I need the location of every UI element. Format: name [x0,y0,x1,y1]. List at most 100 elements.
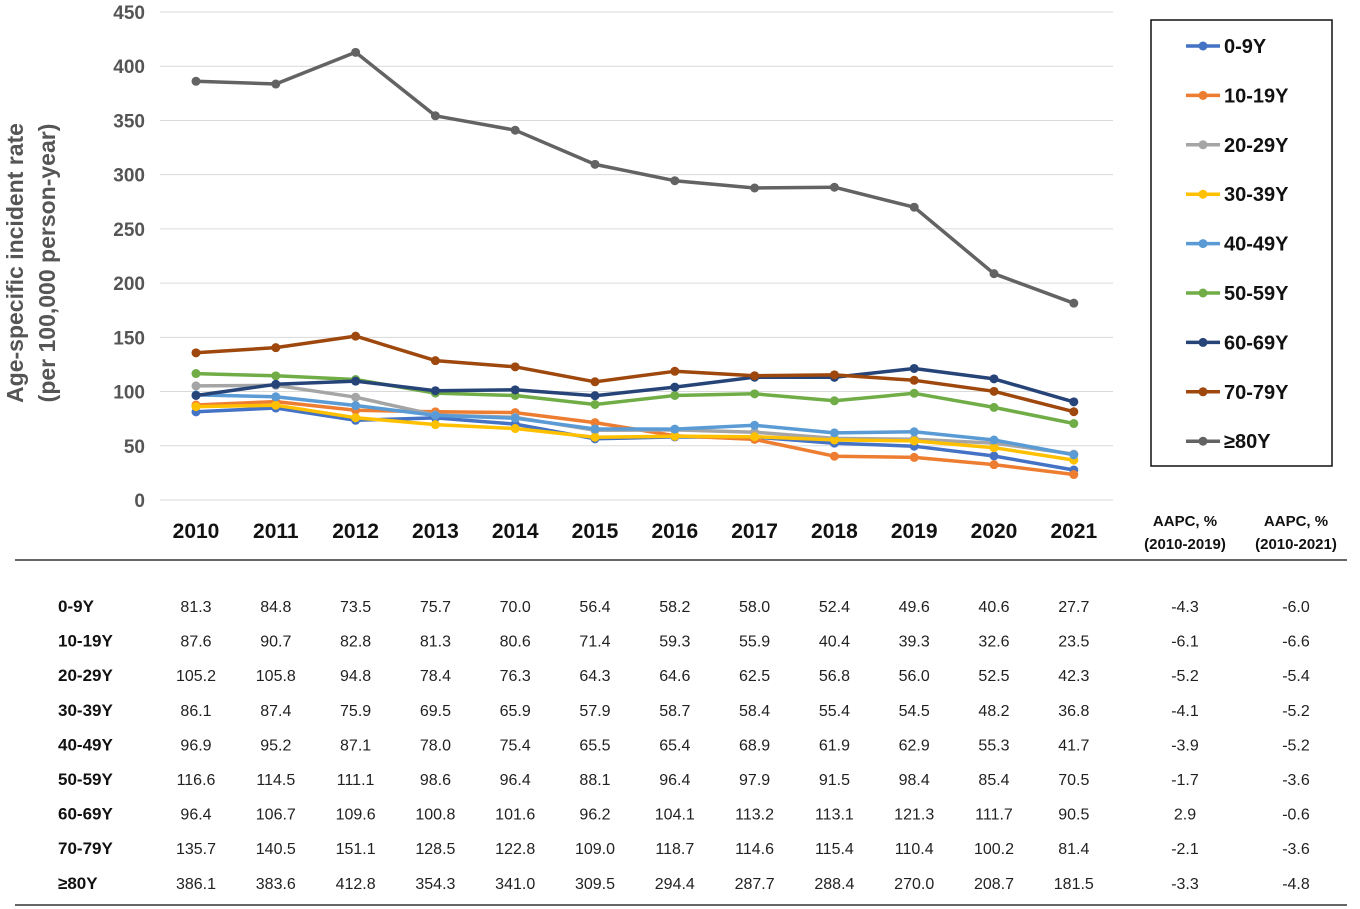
table-row-label: 40-49Y [58,735,113,754]
legend-item: 30-39Y [1186,184,1289,206]
y-tick-label: 350 [113,111,145,132]
table-cell: 105.8 [256,668,296,685]
data-point [989,374,999,384]
table-cell: 75.9 [340,703,371,720]
legend-swatch-marker [1198,337,1208,347]
legend-swatch-marker [1198,41,1208,51]
y-axis-label-line2: (per 100,000 person-year) [34,124,60,403]
data-point [271,400,281,410]
data-point [271,343,281,353]
data-point [829,396,839,406]
table-row: ≥80Y 386.1 383.6 412.8 354.3 341.0 309.5 294.4 2… [58,874,1310,893]
table-row: 30-39Y 86.1 87.4 75.9 69.5 65.9 57.9 58.7 58.4 55… [58,701,1310,720]
table-cell: 73.5 [340,599,371,616]
data-point [191,369,201,379]
table-cell: 68.9 [739,737,770,754]
table-cell: 128.5 [415,841,455,858]
table-cell: 90.7 [260,634,291,651]
table-cell: 116.6 [177,772,216,789]
table-cell: 100.2 [974,841,1014,858]
table-cell-aapc-2019: -2.1 [1171,841,1199,858]
data-point [271,371,281,381]
data-point [750,183,760,193]
table-cell: 151.1 [336,841,376,858]
table-cell: 86.1 [180,703,211,720]
series-line [195,403,1075,462]
data-point [750,420,760,430]
series-line [195,50,1075,305]
table-cell: 41.7 [1058,737,1089,754]
data-point [430,356,440,366]
series-≥80Y [191,47,1079,308]
data-point [351,392,361,402]
data-point [510,413,520,423]
table-cell: 122.8 [495,841,535,858]
data-point [670,366,680,376]
data-point [430,111,440,121]
data-point [351,376,361,386]
table-cell: 58.7 [659,703,690,720]
table-row-label: 20-29Y [58,666,113,685]
table-cell: 70.0 [500,599,531,616]
table-cell: 111.7 [975,807,1013,824]
table-cell-aapc-2021: -6.0 [1282,599,1310,616]
data-point [989,451,999,461]
table-cell: 64.3 [579,668,610,685]
table-row: 40-49Y 96.9 95.2 87.1 78.0 75.4 65.5 65.4 68.9 61… [58,735,1310,754]
table-cell: 71.4 [579,634,610,651]
y-tick-label: 150 [113,328,145,349]
table-cell: 287.7 [735,876,775,893]
table-cell: 23.5 [1058,634,1089,651]
table-cell: 113.2 [735,807,774,824]
table-cell: 118.7 [655,841,694,858]
table-cell: 95.2 [260,737,291,754]
series-line [195,334,1075,414]
table-cell: 288.4 [814,876,854,893]
data-point [590,377,600,387]
x-tick-label: 2010 [173,520,220,543]
data-point [351,331,361,341]
table-cell: 39.3 [899,634,930,651]
table-cell: 70.5 [1058,772,1089,789]
x-tick-label: 2018 [811,520,858,543]
data-point [750,389,760,399]
x-tick-label: 2013 [412,520,459,543]
data-point [670,382,680,392]
data-point [590,418,600,428]
table-cell: 97.9 [739,772,770,789]
data-point [989,386,999,396]
series-30-39Y [191,400,1079,465]
data-point [590,432,600,442]
data-point [191,390,201,400]
table-row-label: 70-79Y [58,839,113,858]
legend-item: 20-29Y [1186,135,1289,157]
data-point [430,386,440,396]
table-cell: 309.5 [575,876,615,893]
table-cell: 98.6 [420,772,451,789]
table-cell: 354.3 [415,876,455,893]
y-axis-label: Age-specific incident rate (per 100,000 … [2,123,60,403]
legend-item: 70-79Y [1186,382,1289,404]
table-cell: 100.8 [415,807,455,824]
data-point [351,401,361,411]
table-cell: 383.6 [256,876,296,893]
table-cell: 114.5 [256,772,295,789]
table-cell: 96.2 [579,807,610,824]
data-point [909,452,919,462]
data-point [191,348,201,358]
table-cell-aapc-2021: -4.8 [1282,876,1310,893]
plot-series [191,47,1079,480]
table-cell: 90.5 [1058,807,1089,824]
y-tick-label: 200 [113,274,145,295]
table-cell: 65.4 [659,737,690,754]
table-cell-aapc-2021: -3.6 [1282,841,1310,858]
table-cell: 341.0 [495,876,535,893]
table-cell: 294.4 [655,876,695,893]
data-point [590,424,600,434]
y-axis-ticks: 0 50 100 150 200 250 300 350 400 450 [113,3,145,512]
legend-label: 30-39Y [1224,184,1289,206]
table-cell: 109.6 [336,807,376,824]
data-point [590,391,600,401]
legend-label: ≥80Y [1224,431,1271,453]
